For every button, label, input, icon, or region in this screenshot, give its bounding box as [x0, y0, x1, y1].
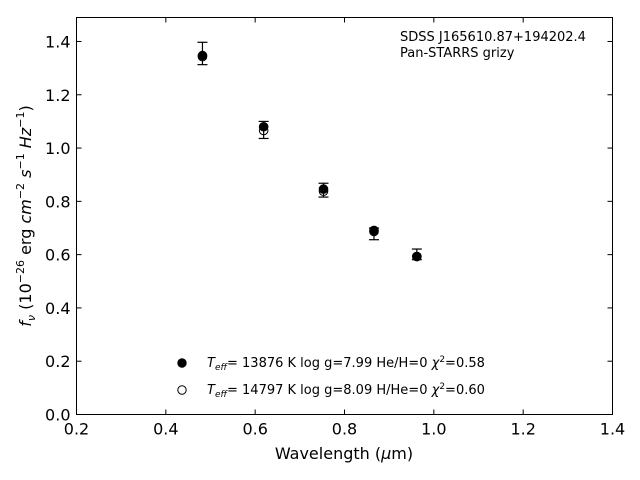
- point-model-open: [258, 125, 269, 136]
- x-tick-label: 0.8: [332, 420, 357, 439]
- legend-marker-open: [177, 385, 187, 395]
- y-tick-label: 0.2: [45, 352, 70, 371]
- point-model-open: [412, 251, 422, 262]
- y-tick-label: 0.4: [45, 299, 70, 318]
- x-tick-label: 1.2: [510, 420, 535, 439]
- y-axis-label: fν (10−26 erg cm−2 s−1 Hz−1): [14, 105, 38, 326]
- legend: Teff= 13876 K log g=7.99 He/H=0 χ2=0.58 …: [177, 355, 485, 400]
- y-tick-label: 1.2: [45, 86, 70, 105]
- point-model-open: [197, 51, 208, 62]
- x-tick-label: 1.0: [421, 420, 446, 439]
- y-tick-label: 1.4: [45, 32, 70, 51]
- x-tick-label: 0.4: [153, 420, 178, 439]
- annotation-survey: Pan-STARRS grizy: [400, 46, 515, 61]
- y-tick-label: 0.6: [45, 246, 70, 265]
- annotation-object-name: SDSS J165610.87+194202.4: [400, 30, 586, 45]
- point-model-filled: [258, 121, 269, 132]
- x-axis-label: Wavelength (μm): [275, 444, 413, 463]
- axis-ticks: 0.2 0.4 0.6 0.8 1.0 1.2 1.40.00.20.40.60.81.01…: [45, 17, 625, 439]
- point-model-open: [318, 186, 329, 197]
- legend-marker-filled: [177, 358, 187, 368]
- x-tick-label: 0.6: [242, 420, 267, 439]
- y-tick-label: 1.0: [45, 139, 70, 158]
- y-tick-label: 0.0: [45, 406, 70, 425]
- point-model-filled: [318, 184, 329, 194]
- y-tick-label: 0.8: [45, 192, 70, 211]
- data-points: [197, 41, 422, 262]
- legend-text-series-2: Teff= 14797 K log g=8.09 H/He=0 χ2=0.60: [207, 382, 485, 400]
- x-tick-label: 1.4: [600, 420, 625, 439]
- legend-text-series-1: Teff= 13876 K log g=7.99 He/H=0 χ2=0.58: [207, 355, 485, 373]
- plot-frame: [76, 17, 613, 415]
- point-model-open: [369, 226, 379, 237]
- x-tick-label: 0.2: [64, 420, 89, 439]
